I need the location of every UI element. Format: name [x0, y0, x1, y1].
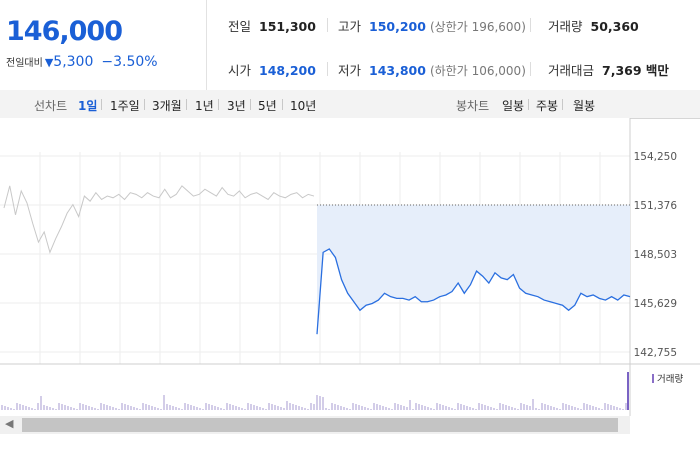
price-chart: 154,250 151,376 148,503 145,629 142,755 거래량	[0, 118, 700, 416]
stat-label: 거래대금	[548, 63, 595, 78]
change-label: 전일대비	[6, 58, 43, 69]
period-1year[interactable]: 1년	[195, 99, 214, 113]
stat-label: 전일	[228, 19, 252, 34]
current-price: 146,000	[6, 16, 123, 47]
change-percent: −3.50%	[101, 54, 158, 70]
stat-value: 50,360	[590, 19, 639, 34]
price-change: 전일대비 ▼5,300 −3.50%	[6, 54, 158, 70]
quote-panel: 146,000 전일대비 ▼5,300 −3.50% 전일 151,300 고가 150…	[0, 0, 700, 91]
stat-value: 150,200	[369, 19, 426, 34]
price-box: 146,000 전일대비 ▼5,300 −3.50%	[0, 0, 207, 90]
y-tick-label: 154,250	[634, 151, 677, 163]
previous-day-series	[3, 185, 315, 254]
stat-label: 저가	[338, 63, 362, 78]
volume-legend-swatch	[652, 374, 654, 383]
today-series	[316, 204, 631, 335]
stat-value: 143,800	[369, 63, 426, 78]
y-tick-label: 148,503	[634, 249, 677, 261]
stat-label: 거래량	[548, 19, 583, 34]
candle-daily[interactable]: 일봉	[502, 99, 525, 113]
y-tick-label: 151,376	[634, 200, 678, 212]
stat-value: 151,300	[259, 19, 316, 34]
stat-low: 저가 143,800 (하한가 106,000)	[338, 60, 526, 79]
stat-prev-close: 전일 151,300	[228, 16, 316, 35]
stat-open: 시가 148,200	[228, 60, 316, 79]
y-axis: 154,250 151,376 148,503 145,629 142,755	[634, 151, 678, 359]
upper-limit: (상한가 196,600)	[429, 20, 526, 34]
down-triangle-icon: ▼	[44, 56, 54, 69]
candle-monthly[interactable]: 월봉	[573, 99, 596, 113]
period-3month[interactable]: 3개월	[152, 99, 182, 113]
stat-amount: 거래대금 7,369 백만	[548, 60, 669, 79]
candle-weekly[interactable]: 주봉	[536, 99, 559, 113]
stat-value: 148,200	[259, 63, 316, 78]
period-3year[interactable]: 3년	[227, 99, 246, 113]
chart-scrollbar[interactable]: ◀	[0, 416, 630, 434]
stat-value: 7,369 백만	[602, 63, 669, 78]
period-10year[interactable]: 10년	[290, 99, 317, 113]
scroll-left-arrow-icon[interactable]: ◀	[5, 417, 14, 430]
scrollbar-thumb[interactable]	[22, 418, 618, 432]
today-line	[316, 248, 631, 335]
candle-chart-label: 봉차트	[456, 99, 490, 113]
stat-volume: 거래량 50,360	[548, 16, 639, 35]
period-5year[interactable]: 5년	[258, 99, 277, 113]
stat-label: 고가	[338, 19, 362, 34]
change-value: 5,300	[53, 54, 94, 70]
stat-label: 시가	[228, 63, 252, 78]
period-1week[interactable]: 1주일	[110, 99, 140, 113]
stat-high: 고가 150,200 (상한가 196,600)	[338, 16, 526, 35]
y-tick-label: 145,629	[634, 298, 677, 310]
lower-limit: (하한가 106,000)	[429, 64, 526, 78]
chart-toolbar: 선차트 1일 1주일 3개월 1년 3년 5년 10년 봉차트 일봉 주봉 월봉	[0, 90, 700, 119]
previous-day-line	[3, 185, 315, 254]
volume-label: 거래량	[657, 373, 683, 385]
line-chart-label: 선차트	[34, 99, 68, 113]
period-1day[interactable]: 1일	[78, 99, 98, 113]
y-tick-label: 142,755	[634, 347, 677, 359]
volume-panel: 거래량	[1, 372, 683, 410]
